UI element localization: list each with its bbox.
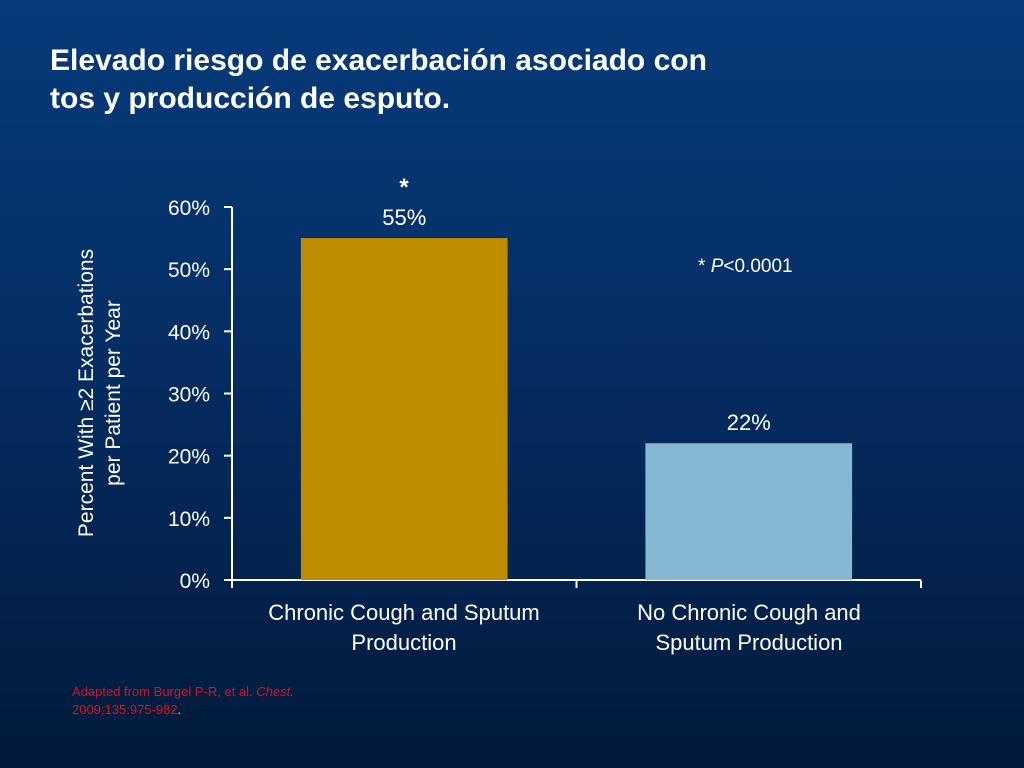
y-tick-label: 10%	[168, 508, 210, 531]
bars	[300, 238, 853, 581]
source-period: .	[177, 702, 182, 717]
x-ticks	[231, 580, 922, 588]
y-ticks: 0% 10% 20% 30% 40% 50% 60%	[168, 197, 232, 593]
significance-note-value: <0.0001	[723, 256, 793, 277]
category-label-line2: Sputum Production	[655, 630, 843, 655]
slide-title: Elevado riesgo de exacerbación asociado …	[50, 42, 950, 118]
y-axis-label-line1: Percent With ≥2 Exacerbations	[75, 248, 98, 538]
category-label-line1: No Chronic Cough and	[637, 600, 861, 625]
y-tick-label: 40%	[168, 321, 210, 344]
y-axis-label: Percent With ≥2 Exacerbations per Patien…	[73, 249, 127, 537]
category-label-line1: Chronic Cough and Sputum	[268, 600, 540, 625]
significance-note-p: P	[710, 256, 724, 277]
source-line2: 2009;135:975-982.	[72, 701, 294, 719]
bar	[645, 443, 853, 580]
y-tick-label: 20%	[168, 446, 210, 469]
y-tick-label: 30%	[168, 384, 210, 407]
y-tick-label: 50%	[168, 259, 210, 282]
source-journal: Chest.	[256, 684, 294, 699]
significance-marker: *	[399, 174, 409, 201]
y-axis-label-line2: per Patient per Year	[102, 300, 125, 486]
category-label-no-chronic-cough: No Chronic Cough and Sputum Production	[584, 598, 914, 658]
source-line1: Adapted from Burgel P-R, et al. Chest.	[72, 683, 294, 701]
significance-note-prefix: *	[698, 256, 711, 277]
y-tick-label: 60%	[168, 197, 210, 220]
data-label: 55%	[382, 205, 426, 230]
source-citation: Adapted from Burgel P-R, et al. Chest. 2…	[72, 683, 294, 719]
slide-title-line2: tos y producción de esputo.	[50, 82, 451, 115]
source-volume: 2009;135:975-982	[72, 702, 178, 717]
slide-title-line1: Elevado riesgo de exacerbación asociado …	[50, 44, 707, 77]
significance-note: * P<0.0001	[698, 256, 793, 278]
source-authors: Adapted from Burgel P-R, et al.	[72, 684, 257, 699]
data-label: 22%	[727, 410, 771, 435]
bar	[300, 238, 508, 581]
category-label-line2: Production	[351, 630, 457, 655]
category-label-chronic-cough: Chronic Cough and Sputum Production	[239, 598, 569, 658]
y-tick-label: 0%	[180, 570, 210, 593]
data-labels: 55% 22%	[382, 205, 771, 435]
